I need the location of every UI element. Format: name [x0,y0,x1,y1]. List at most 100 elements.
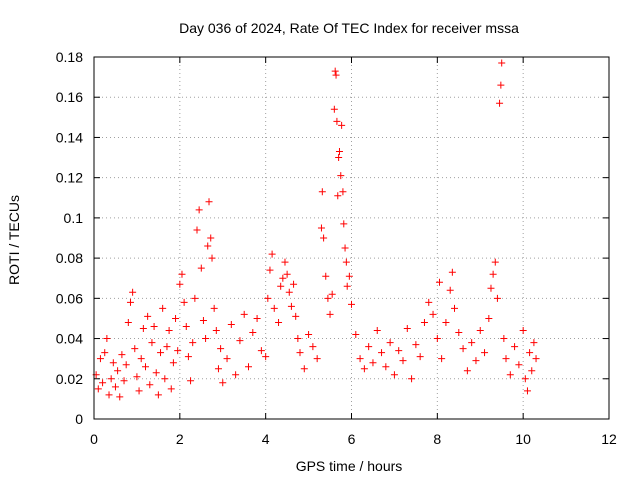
chart-title: Day 036 of 2024, Rate Of TEC Index for r… [179,20,519,36]
data-point [142,363,149,371]
data-point [506,371,514,379]
data-point [167,385,175,393]
data-point [219,379,227,387]
data-point [339,188,347,196]
data-point [137,355,145,363]
data-point [129,288,137,296]
data-point [290,280,298,288]
data-point [433,335,441,343]
data-point [330,105,338,113]
data-point [266,266,274,274]
data-point [176,280,184,288]
y-tick-label: 0.1 [64,210,84,226]
data-point [191,294,199,302]
data-point [208,254,216,262]
data-point [528,367,536,375]
data-point [416,353,424,361]
data-point [148,339,156,347]
y-tick-label: 0.06 [56,290,83,306]
data-point [340,220,348,228]
data-point [489,270,497,278]
data-point [178,270,186,278]
data-point [294,335,302,343]
y-axis-label: ROTI / TECUs [6,195,22,285]
data-point [174,347,182,355]
data-point [210,304,218,312]
data-point [352,331,360,339]
data-point [386,339,394,347]
x-tick-label: 4 [262,431,270,447]
data-point [322,272,330,280]
y-tick-label: 0.02 [56,371,83,387]
data-point [122,361,130,369]
data-point [257,347,265,355]
data-point [144,312,152,320]
data-point [232,371,240,379]
data-point [118,351,126,359]
data-point [532,355,540,363]
data-point [285,288,293,296]
data-point [511,343,519,351]
data-point [300,365,308,373]
data-point [435,278,443,286]
data-point [131,345,139,353]
data-point [313,355,321,363]
x-tick-label: 6 [348,431,356,447]
data-point [212,327,220,335]
data-point [369,359,377,367]
data-point [240,310,248,318]
data-point [223,355,231,363]
y-axis-ticks: 0 0.02 0.04 0.06 0.08 0.1 0.12 0.14 0.16 0.18 [56,49,609,427]
data-point [193,226,201,234]
data-point [163,343,171,351]
data-point [481,349,489,357]
data-point [187,377,195,385]
data-point [236,337,244,345]
x-tick-label: 12 [601,431,617,447]
data-point [485,314,493,322]
data-point [207,234,215,242]
data-point [281,258,289,266]
data-point [124,318,132,326]
data-point [165,327,173,335]
x-tick-label: 8 [433,431,441,447]
data-point [472,357,480,365]
data-point [217,345,225,353]
data-point [521,375,529,383]
data-point [348,300,355,308]
data-point [412,341,420,349]
data-point [455,329,463,337]
data-point [150,322,158,330]
data-point [476,327,484,335]
data-point [335,148,343,156]
y-tick-label: 0.08 [56,250,83,266]
data-point [365,343,373,351]
x-axis-label: GPS time / hours [296,458,403,474]
data-point [262,353,270,361]
data-point [292,312,300,320]
data-point [94,385,102,393]
data-point [500,335,508,343]
data-point [530,339,538,347]
data-point [114,367,122,375]
data-point [103,335,111,343]
data-point [133,373,141,381]
data-point [420,318,428,326]
y-tick-label: 0.04 [56,331,83,347]
data-point [279,274,287,282]
y-tick-label: 0 [75,411,83,427]
data-point [343,282,351,290]
data-point [126,298,134,306]
data-point [204,242,212,250]
data-point [105,391,113,399]
data-point [305,331,313,339]
data-point [202,335,210,343]
data-point [496,99,504,107]
data-point [107,375,115,383]
data-point [328,290,336,298]
data-point [195,206,203,214]
data-point [277,282,285,290]
data-point [99,379,107,387]
data-point [487,284,495,292]
